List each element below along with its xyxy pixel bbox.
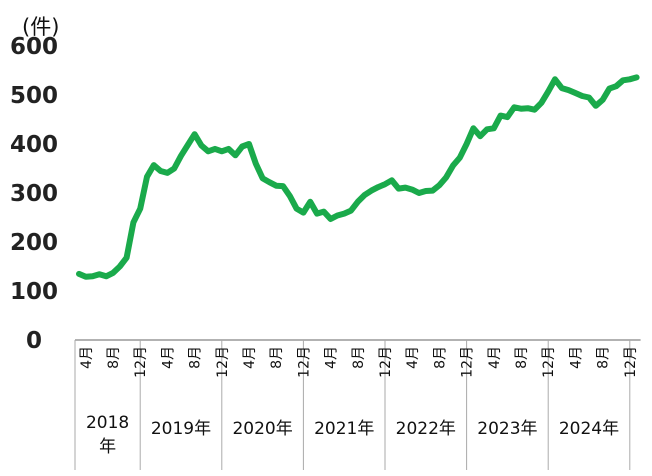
y-tick-label: 500 xyxy=(10,83,58,109)
month-tick-label: 12月 xyxy=(623,346,639,378)
y-tick-label: 300 xyxy=(10,181,58,207)
year-label: 2020年 xyxy=(232,419,292,439)
month-tick-label: 12月 xyxy=(133,346,149,378)
month-tick-label: 4月 xyxy=(405,346,421,369)
series-line xyxy=(76,74,640,280)
month-tick-label: 8月 xyxy=(514,346,530,369)
month-tick-label: 8月 xyxy=(106,346,122,369)
month-tick-label: 12月 xyxy=(378,346,394,378)
y-tick-label: 200 xyxy=(10,230,58,256)
month-tick-label: 12月 xyxy=(215,346,231,378)
y-tick-label: 400 xyxy=(10,132,58,158)
year-label: 2024年 xyxy=(559,419,619,439)
month-tick-label: 4月 xyxy=(160,346,176,369)
month-tick-label: 8月 xyxy=(432,346,448,369)
year-labels: 2018 年 2019年 2020年 2021年 2022年 2023年 2024年 xyxy=(86,413,619,457)
year-label: 2023年 xyxy=(477,419,537,439)
year-label: 2019年 xyxy=(151,419,211,439)
month-tick-label: 12月 xyxy=(541,346,557,378)
month-tick-label: 4月 xyxy=(487,346,503,369)
year-label: 2022年 xyxy=(396,419,456,439)
month-tick-label: 12月 xyxy=(460,346,476,378)
month-tick-label: 8月 xyxy=(351,346,367,369)
month-tick-label: 4月 xyxy=(242,346,258,369)
y-axis-ticks: 0 100 200 300 400 500 600 xyxy=(10,34,58,354)
y-tick-label: 0 xyxy=(26,328,42,354)
x-axis xyxy=(74,339,641,470)
month-tick-label: 8月 xyxy=(269,346,285,369)
month-tick-label: 4月 xyxy=(324,346,340,369)
year-label: 2021年 xyxy=(314,419,374,439)
month-tick-label: 4月 xyxy=(568,346,584,369)
month-tick-label: 4月 xyxy=(79,346,95,369)
month-tick-label: 8月 xyxy=(596,346,612,369)
month-tick-label: 12月 xyxy=(296,346,312,378)
month-tick-label: 8月 xyxy=(188,346,204,369)
year-label: 2018 年 xyxy=(86,413,129,457)
y-tick-label: 100 xyxy=(10,279,58,305)
month-tick-labels: 4月 8月 12月 4月 8月 12月 4月 8月 12月 4月 8月 12月 4月 8月 12月 4月 8月 1… xyxy=(79,346,639,378)
y-tick-label: 600 xyxy=(10,34,58,60)
y-unit-label: (件) xyxy=(22,15,59,39)
